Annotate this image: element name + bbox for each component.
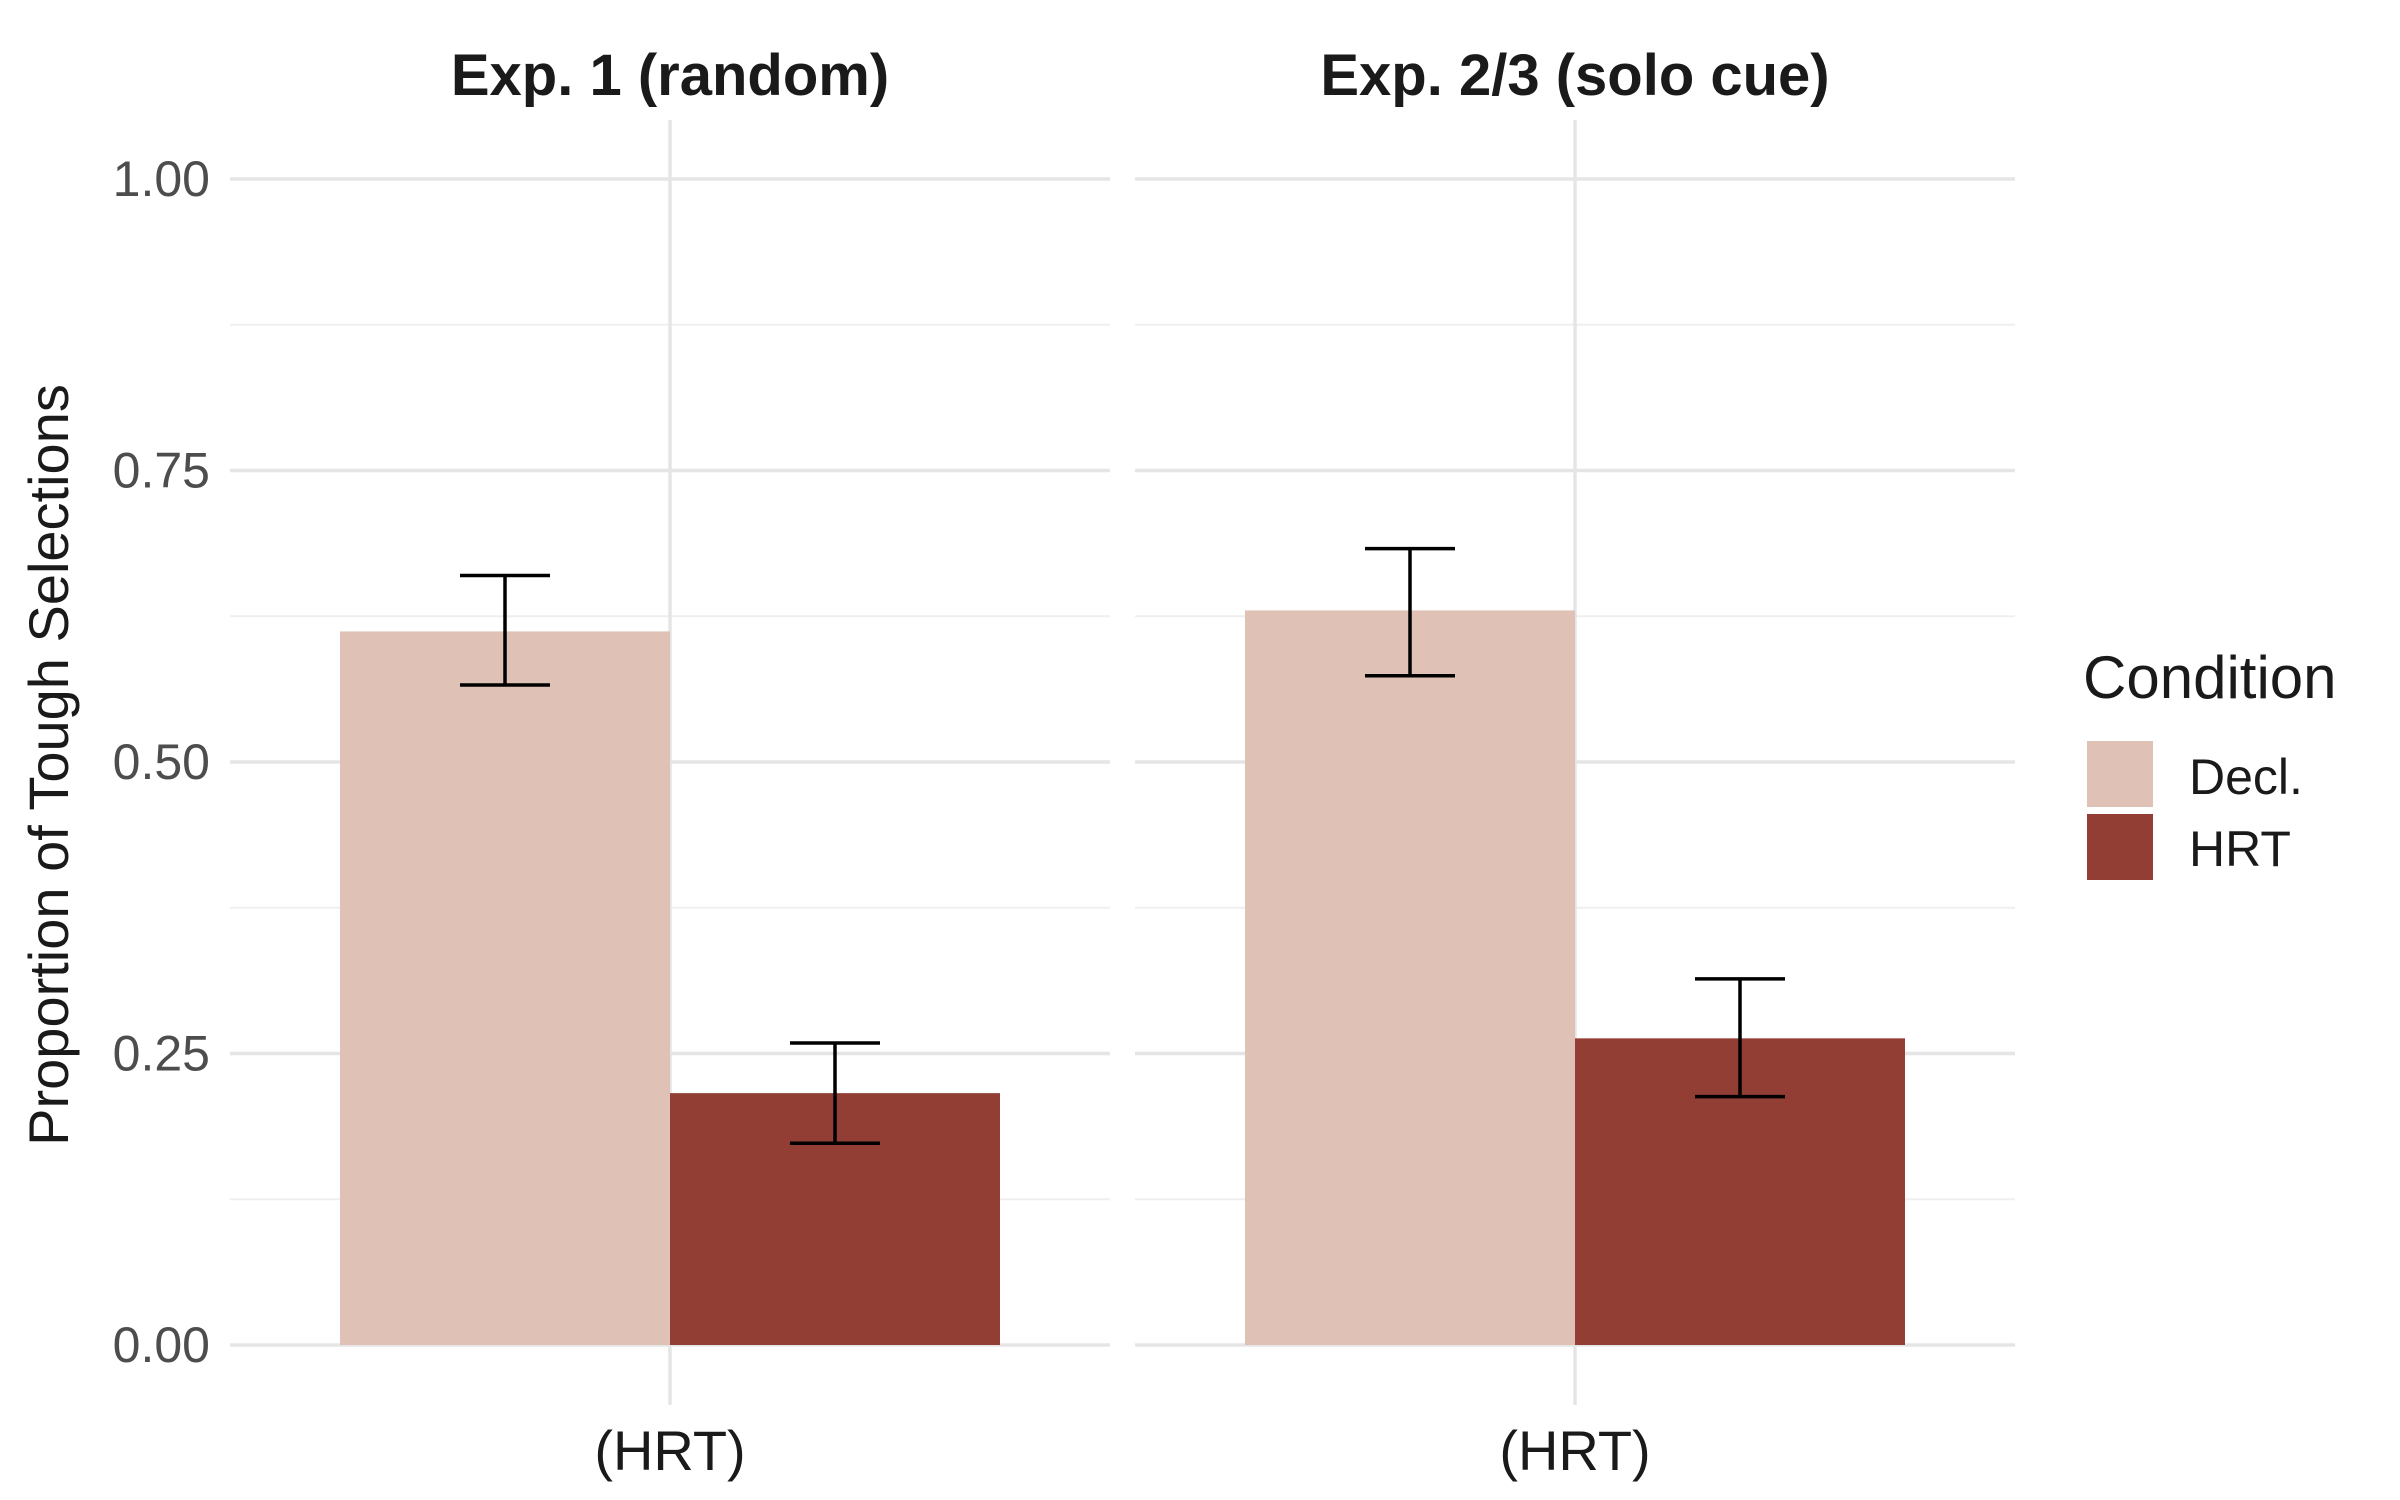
legend-title: Condition <box>2083 644 2337 711</box>
legend-label-decl: Decl. <box>2189 749 2303 805</box>
panel-title: Exp. 2/3 (solo cue) <box>1320 43 1829 108</box>
y-tick-label: 0.00 <box>113 1317 210 1373</box>
panel-title: Exp. 1 (random) <box>451 43 889 108</box>
y-tick-label: 1.00 <box>113 151 210 207</box>
y-tick-labels: 0.00 0.25 0.50 0.75 1.00 <box>113 151 210 1373</box>
legend-swatch-decl <box>2087 741 2153 807</box>
y-tick-label: 0.25 <box>113 1026 210 1082</box>
y-tick-label: 0.50 <box>113 734 210 790</box>
legend: Condition Decl. HRT <box>2083 644 2337 880</box>
x-category-label: (HRT) <box>594 1419 745 1482</box>
panel-titles: Exp. 1 (random) Exp. 2/3 (solo cue) <box>451 43 1830 108</box>
bar-decl <box>1245 610 1575 1345</box>
bar-decl <box>340 631 670 1345</box>
legend-swatch-hrt <box>2087 814 2153 880</box>
y-axis-title: Proportion of Tough Selections <box>17 384 80 1146</box>
y-tick-label: 0.75 <box>113 443 210 499</box>
bars <box>340 610 1905 1345</box>
error-bars <box>460 546 1785 1146</box>
legend-label-hrt: HRT <box>2189 821 2291 877</box>
category-labels: (HRT) (HRT) <box>594 1419 1650 1482</box>
x-category-label: (HRT) <box>1499 1419 1650 1482</box>
